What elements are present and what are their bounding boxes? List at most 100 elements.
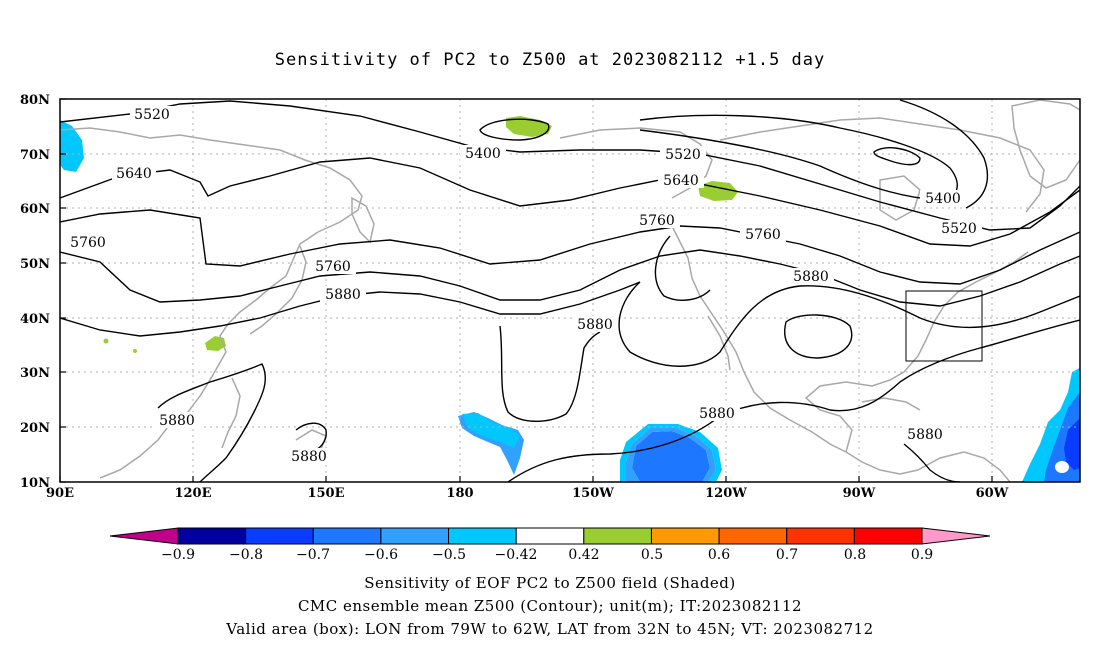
- lat-label: 80N: [20, 93, 50, 108]
- colorbar: −0.9 −0.8 −0.7 −0.6 −0.5 −0.42 0.42 0.5 …: [109, 527, 991, 563]
- latitude-labels: 80N 70N 60N 50N 40N 30N 20N 10N: [20, 93, 50, 491]
- caption-line-3: Valid area (box): LON from 79W to 62W, L…: [226, 620, 874, 638]
- contour-labels: 5520 5640 5760 5400 5520 5640 5760 5760 …: [66, 106, 982, 465]
- colorbar-box: [515, 527, 585, 545]
- lon-label: 180: [446, 486, 473, 501]
- lat-label: 70N: [20, 148, 50, 163]
- colorbar-box: [853, 527, 923, 545]
- lon-label: 90E: [46, 486, 74, 501]
- contour-label-5640: 5640: [116, 166, 152, 182]
- contour-label-5880: 5880: [793, 269, 829, 285]
- colorbar-label: −0.6: [364, 547, 398, 563]
- contour-label-5400: 5400: [925, 191, 961, 207]
- lat-label: 40N: [20, 312, 50, 327]
- contour-5880-tropics: [507, 319, 1080, 482]
- white-spot-atlantic: [1055, 461, 1069, 473]
- valid-area-box: [905, 290, 983, 362]
- cyan-region-nw: [60, 120, 84, 172]
- colorbar-box: [583, 527, 652, 545]
- coast-central-america: [845, 451, 919, 475]
- coast-philippines: [221, 377, 241, 449]
- lat-label: 50N: [20, 257, 50, 272]
- lon-label: 120E: [174, 486, 211, 501]
- contour-5880-loop-us: [784, 314, 853, 359]
- colorbar-label: 0.7: [776, 547, 798, 563]
- contour-5760-south: [60, 249, 1080, 307]
- contour-5400-greenland: [899, 99, 989, 209]
- contour-label-5880: 5880: [291, 449, 327, 465]
- lon-label: 90W: [843, 486, 876, 501]
- contour-label-5880: 5880: [907, 427, 943, 443]
- contour-label-5520: 5520: [134, 107, 170, 123]
- green-dot-1: [103, 338, 109, 344]
- contour-5760-california: [654, 235, 711, 301]
- contour-5880-pacific-cell: [499, 325, 601, 422]
- contour-label-5760: 5760: [70, 235, 106, 251]
- colorbar-box: [380, 527, 450, 545]
- map-title: Sensitivity of PC2 to Z500 at 2023082112…: [274, 50, 826, 70]
- cyan-region-central-pacific-inner: [462, 413, 520, 448]
- lon-label: 120W: [705, 486, 747, 501]
- darkblue-region-atlantic-core: [1064, 418, 1080, 470]
- contour-label-5640: 5640: [663, 173, 699, 189]
- colorbar-label: −0.42: [495, 547, 538, 563]
- contour-5880-caribbean: [903, 443, 961, 482]
- colorbar-label: −0.5: [432, 547, 466, 563]
- colorbar-label: −0.7: [296, 547, 330, 563]
- coast-greenland: [1011, 99, 1080, 189]
- blue-region-east-pacific: [632, 431, 710, 482]
- coast-arctic-siberia: [60, 127, 363, 233]
- contour-label-5880: 5880: [159, 413, 195, 429]
- contour-5400-hudson-loop: [873, 147, 921, 166]
- colorbar-box: [245, 527, 314, 545]
- contour-label-5880: 5880: [699, 406, 735, 422]
- colorbar-boxes: [177, 527, 923, 545]
- lat-label: 20N: [20, 421, 50, 436]
- colorbar-label: 0.9: [911, 547, 933, 563]
- coast-cuba: [861, 397, 921, 411]
- colorbar-box: [448, 527, 517, 545]
- green-dot-2: [133, 349, 137, 353]
- caption-line-1: Sensitivity of EOF PC2 to Z500 field (Sh…: [364, 574, 736, 592]
- colorbar-label: 0.42: [568, 547, 599, 563]
- contour-label-5760: 5760: [745, 227, 781, 243]
- colorbar-label: 0.8: [844, 547, 866, 563]
- map-frame: [59, 98, 1081, 483]
- colorbar-box: [786, 527, 855, 545]
- coast-west-north-america: [671, 225, 847, 453]
- coast-japan: [249, 245, 307, 335]
- axis-ticks: [59, 98, 993, 483]
- coast-hudson-bay: [879, 175, 921, 221]
- lon-label: 60W: [976, 486, 1009, 501]
- colorbar-high-arrow: [921, 527, 991, 545]
- contour-label-5520: 5520: [665, 147, 701, 163]
- lon-label: 150E: [307, 486, 344, 501]
- contour-5880-trough: [618, 281, 1080, 367]
- contour-label-5400: 5400: [465, 146, 501, 162]
- colorbar-box: [650, 527, 720, 545]
- contour-5400-loop: [479, 118, 550, 141]
- colorbar-low-arrow: [109, 527, 179, 545]
- lightblue-region-east-pacific-edge: [626, 428, 716, 482]
- longitude-labels: 90E 120E 150E 180 150W 120W 90W 60W: [46, 486, 1009, 501]
- contour-label-5880: 5880: [577, 317, 613, 333]
- lat-label: 60N: [20, 202, 50, 217]
- coast-gulf-mexico: [804, 371, 905, 453]
- colorbar-label: −0.8: [229, 547, 263, 563]
- colorbar-box: [718, 527, 788, 545]
- contour-label-5760: 5760: [315, 259, 351, 275]
- caption-line-2: CMC ensemble mean Z500 (Contour); unit(m…: [297, 597, 803, 615]
- coast-east-asia: [99, 231, 319, 479]
- contour-5760-west: [60, 209, 1080, 285]
- colorbar-box: [177, 527, 247, 545]
- contour-5640: [60, 157, 1080, 247]
- lat-label: 30N: [20, 366, 50, 381]
- colorbar-label: −0.9: [161, 547, 195, 563]
- colorbar-labels: −0.9 −0.8 −0.7 −0.6 −0.5 −0.42 0.42 0.5 …: [161, 547, 933, 563]
- contour-label-5760: 5760: [639, 213, 675, 229]
- lat-label: 10N: [20, 476, 50, 491]
- lon-label: 150W: [572, 486, 614, 501]
- coast-south-america: [917, 451, 1011, 482]
- sensitivity-shading: [60, 116, 1080, 482]
